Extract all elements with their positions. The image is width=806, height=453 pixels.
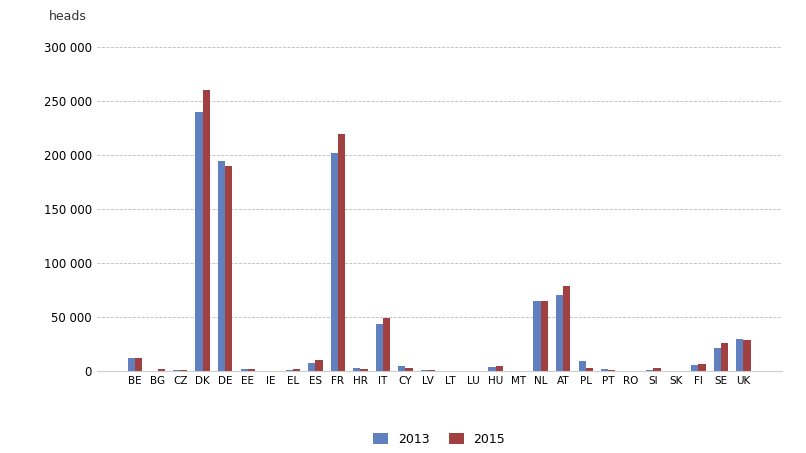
Bar	[601, 369, 609, 371]
Bar	[556, 295, 563, 371]
Bar	[247, 369, 255, 371]
Bar	[308, 363, 315, 371]
Bar	[405, 368, 413, 371]
Bar	[743, 340, 750, 371]
Bar	[315, 360, 322, 371]
Bar	[376, 324, 383, 371]
Bar	[699, 364, 705, 371]
Bar	[654, 368, 661, 371]
Bar	[421, 370, 428, 371]
Bar	[202, 90, 210, 371]
Bar	[586, 368, 593, 371]
Bar	[721, 343, 728, 371]
Bar	[488, 367, 496, 371]
Bar	[563, 286, 571, 371]
Bar	[330, 153, 338, 371]
Bar	[383, 318, 390, 371]
Bar	[218, 161, 225, 371]
Bar	[496, 366, 503, 371]
Bar	[180, 370, 187, 371]
Bar	[240, 369, 247, 371]
Bar	[285, 370, 293, 371]
Text: heads: heads	[48, 10, 86, 23]
Bar	[534, 301, 541, 371]
Bar	[293, 369, 300, 371]
Bar	[158, 369, 164, 371]
Legend: 2013, 2015: 2013, 2015	[368, 428, 510, 451]
Bar	[128, 358, 135, 371]
Bar	[196, 112, 202, 371]
Bar	[360, 369, 368, 371]
Bar	[736, 339, 743, 371]
Bar	[541, 301, 548, 371]
Bar	[225, 166, 232, 371]
Bar	[714, 347, 721, 371]
Bar	[353, 368, 360, 371]
Bar	[692, 365, 699, 371]
Bar	[173, 370, 180, 371]
Bar	[338, 134, 345, 371]
Bar	[398, 366, 405, 371]
Bar	[579, 361, 586, 371]
Bar	[135, 358, 143, 371]
